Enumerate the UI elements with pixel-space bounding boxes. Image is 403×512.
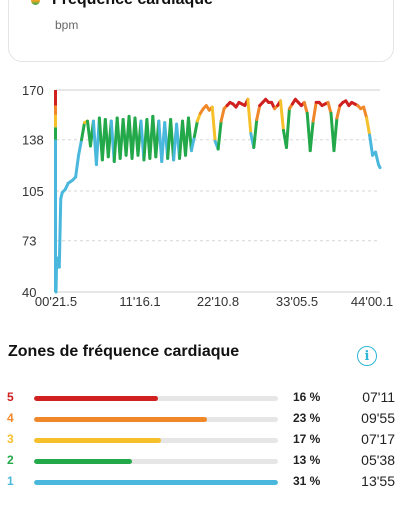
heart-zone-dot-icon <box>31 0 40 5</box>
zone-progress-fill <box>34 438 161 443</box>
zone-time: 07'11 <box>362 389 395 405</box>
zone-row-1: 1 31 % 13'55 <box>0 472 403 492</box>
heart-rate-line-segment <box>254 120 257 148</box>
heart-rate-line-segment <box>379 165 380 168</box>
zone-progress-fill <box>34 396 158 401</box>
y-tick-label: 170 <box>22 83 44 98</box>
heart-rate-line-segment <box>191 137 194 151</box>
zone-progress-fill <box>34 480 278 485</box>
heart-rate-line-segment <box>218 121 221 149</box>
zone-row-3: 3 17 % 07'17 <box>0 430 403 450</box>
zone-number: 3 <box>7 432 14 446</box>
x-tick-label: 44'00.1 <box>351 294 393 309</box>
zone-number: 2 <box>7 453 14 467</box>
card-title: Fréquence cardiaque <box>52 0 213 9</box>
zone-percent: 13 % <box>293 453 320 467</box>
heart-rate-line-segment <box>286 109 289 148</box>
zone-time: 13'55 <box>361 473 395 489</box>
heart-rate-line-segment <box>337 106 340 118</box>
zone-percent: 31 % <box>293 474 320 488</box>
x-tick-label: 11'16.1 <box>119 294 160 309</box>
info-icon[interactable]: i <box>357 346 377 366</box>
heart-rate-line-segment <box>370 135 373 155</box>
heart-rate-line-segment <box>257 106 260 120</box>
zone-progress-track <box>34 459 278 464</box>
zone-time: 07'17 <box>361 431 395 447</box>
zone-percent: 16 % <box>293 390 320 404</box>
zone-scale-band <box>54 90 57 106</box>
zone-number: 5 <box>7 390 14 404</box>
heart-rate-line-segment <box>364 107 367 118</box>
heart-rate-line-segment <box>328 102 331 113</box>
zone-scale-band <box>54 115 57 127</box>
heart-rate-card[interactable]: Fréquence cardiaque bpm <box>8 0 394 62</box>
zone-scale-band <box>54 140 57 292</box>
heart-rate-line-segment <box>79 140 82 156</box>
zone-progress-track <box>34 417 278 422</box>
heart-rate-line-segment <box>367 118 370 135</box>
heart-rate-line-segment <box>313 102 316 121</box>
heart-rate-line-segment <box>82 123 85 140</box>
zone-progress-fill <box>34 459 132 464</box>
zone-row-2: 2 13 % 05'38 <box>0 451 403 471</box>
zone-scale-band <box>54 106 57 115</box>
x-tick-label: 00'21.5 <box>35 294 77 309</box>
heart-rate-line-segment <box>334 118 337 151</box>
zone-percent: 23 % <box>293 411 320 425</box>
heart-rate-line-segment <box>59 199 60 267</box>
zone-number: 1 <box>7 474 14 488</box>
zone-progress-track <box>34 438 278 443</box>
heart-rate-line-segment <box>248 99 251 133</box>
heart-rate-line-segment <box>76 155 79 177</box>
y-tick-label: 73 <box>22 234 36 249</box>
heart-rate-line-segment <box>281 101 284 131</box>
heart-rate-line-segment <box>221 109 224 121</box>
zone-progress-track <box>34 396 278 401</box>
heart-rate-line-segment <box>212 107 215 141</box>
zone-percent: 17 % <box>293 432 320 446</box>
zone-row-5: 5 16 % 07'11 <box>0 388 403 408</box>
zone-time: 09'55 <box>361 410 395 426</box>
zone-time: 05'38 <box>361 452 395 468</box>
heart-rate-line-segment <box>304 102 307 113</box>
x-tick-label: 33'05.5 <box>276 294 318 309</box>
zone-row-4: 4 23 % 09'55 <box>0 409 403 429</box>
y-tick-label: 105 <box>22 184 44 199</box>
zone-number: 4 <box>7 411 14 425</box>
zone-progress-track <box>34 480 278 485</box>
y-tick-label: 138 <box>22 133 44 148</box>
zone-scale-band <box>54 127 57 139</box>
heart-rate-line-segment <box>310 121 313 151</box>
card-title-row: Fréquence cardiaque <box>31 0 213 11</box>
heart-rate-line-segment <box>376 152 379 164</box>
x-tick-label: 22'10.8 <box>197 294 239 309</box>
heart-rate-line-segment <box>194 121 197 137</box>
zone-progress-fill <box>34 417 207 422</box>
zones-title: Zones de fréquence cardiaque <box>8 343 239 361</box>
unit-label: bpm <box>55 18 78 32</box>
